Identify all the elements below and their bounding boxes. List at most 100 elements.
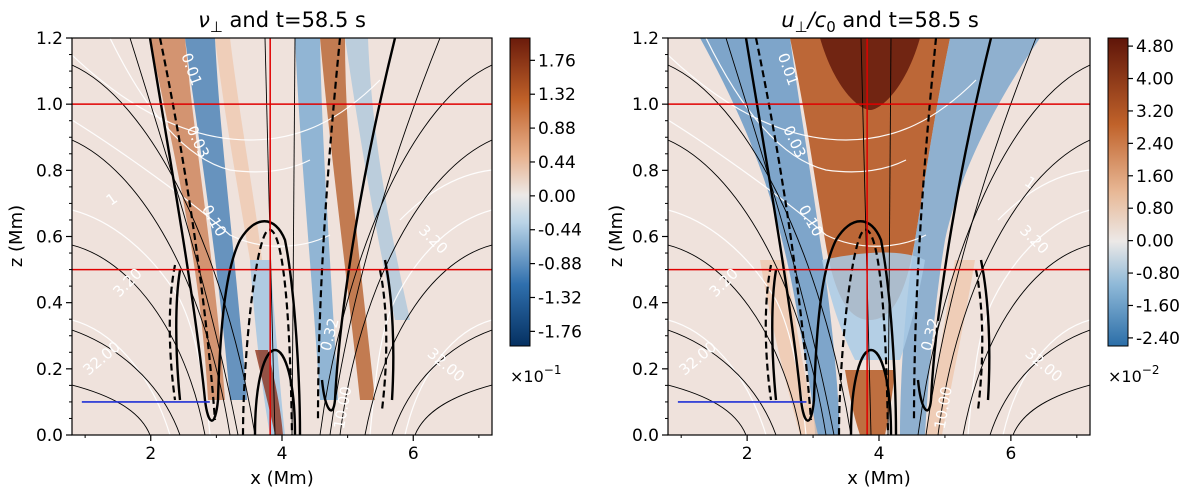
contour: [72, 319, 171, 435]
panel-2-colorbar-tick-label: 4.80: [1136, 37, 1174, 57]
field-line: [129, 38, 239, 435]
panel-2-right-pale-band: [925, 260, 975, 435]
panel-2-colorbar-tick-label: -2.40: [1136, 329, 1180, 349]
field-line: [668, 244, 802, 435]
field-line: [72, 329, 181, 435]
field-line: [989, 329, 1090, 435]
dashed-contour: [974, 269, 984, 411]
dashed-contour: [764, 264, 773, 401]
panel-1-colorbar-tick-label: 0.00: [538, 187, 576, 207]
panel-1-x-tick-label: 6: [408, 444, 419, 464]
contour: [705, 38, 907, 173]
panel-2-title: u⊥/c0 and t=58.5 s: [781, 8, 979, 36]
panel-2-colorbar-tick-label: -1.60: [1136, 296, 1180, 316]
panel-1-y-tick-label: 1.0: [36, 95, 63, 115]
panel-1-density-contours: [72, 38, 492, 435]
field-line: [72, 64, 256, 435]
panel-1-x-tick-label: 4: [277, 444, 288, 464]
contour: [369, 209, 492, 435]
field-line: [668, 384, 747, 435]
panel-1-thick-contours: [148, 38, 397, 435]
thick-contour: [148, 38, 302, 435]
panel-1-colorbar-tick-label: -0.44: [538, 221, 582, 241]
contour: [1002, 319, 1090, 435]
thick-contour: [320, 38, 397, 412]
panel-2: u⊥/c0 and t=58.5 s: [606, 8, 1180, 489]
thick-contour: [383, 259, 395, 401]
field-line: [364, 244, 492, 435]
thick-contour: [849, 348, 893, 435]
contour: [967, 209, 1090, 435]
panel-1-colorbar-tick-label: -0.88: [538, 255, 582, 275]
field-line: [339, 139, 492, 435]
thick-contour: [744, 38, 898, 435]
dashed-contour: [241, 228, 294, 435]
dashed-contour: [316, 38, 342, 421]
panel-1-title: ν⊥ and t=58.5 s: [198, 8, 366, 36]
panel-1-left-brown-band: [150, 38, 225, 400]
dashed-contour: [837, 228, 890, 435]
panel-2-colorbar-tick-label: 2.40: [1136, 134, 1174, 154]
field-line: [72, 384, 151, 435]
panel-2-dark-top: [820, 38, 920, 110]
panel-2-left-pale-band: [760, 260, 818, 435]
panel-1-colorbar-ticks: 1.76 1.32 0.88 0.44 0.00 -0.44 -0.88 -1.32 -1.76: [530, 51, 582, 342]
contour: [404, 319, 492, 435]
contour: [668, 54, 977, 141]
panel-1-left-blue-band: [185, 38, 247, 400]
dashed-contour: [168, 264, 177, 401]
dashed-contour: [754, 38, 813, 421]
panel-2-central-brown-plume: [790, 38, 950, 320]
panel-1-colorbar-tick-label: -1.76: [538, 322, 582, 342]
panel-2-y-tick-label: 0.8: [632, 161, 659, 181]
panel-1-colorbar-tick-label: 0.88: [538, 119, 576, 139]
thick-contour: [253, 348, 297, 435]
panel-1-axes: 2 4 6 0.0 0.2 0.4 0.6 0.8 1.0 1.2: [36, 29, 480, 464]
panel-2-x-tick-label: 4: [874, 444, 885, 464]
contour: [109, 38, 311, 173]
thick-contour: [916, 38, 993, 412]
panel-1-right-blue-band: [295, 38, 338, 400]
field-line: [917, 64, 1090, 435]
panel-2-right-blue-band: [900, 38, 1040, 435]
panel-2-lower-pale-blue: [822, 252, 925, 360]
panel-1-colorbar-multiplier: ×10−1: [510, 363, 561, 386]
panel-1-colorbar-tick-label: 0.44: [538, 153, 576, 173]
panel-1-right-brown-band: [320, 38, 375, 400]
contour: [72, 119, 331, 247]
panel-2-left-blue-band: [700, 38, 840, 435]
field-line: [72, 244, 206, 435]
panel-2-colorbar-ticks: 4.80 4.00 3.20 2.40 1.60 0.80 0.00 -0.80 -1.60 -2…: [1128, 37, 1180, 349]
panel-2-colorbar-multiplier: ×10−2: [1108, 363, 1159, 386]
panel-2-axes: 2 4 6 0.0 0.2 0.4 0.6 0.8 1.0 1.2: [632, 29, 1078, 464]
field-line: [414, 384, 492, 435]
thick-contour: [175, 269, 182, 401]
panel-1: ν⊥ and t=58.5 s: [6, 8, 582, 489]
panel-2-y-tick-label: 0.6: [632, 228, 659, 248]
panel-2-colorbar-tick-label: 0.00: [1136, 232, 1174, 252]
panel-2-overlays: [668, 38, 1090, 435]
panel-2-thick-contours: [744, 38, 993, 435]
contour: [668, 119, 927, 247]
panel-1-left-pale-band: [215, 38, 262, 260]
panel-1-y-tick-label: 1.2: [36, 29, 63, 49]
panel-2-colorbar-tick-label: 0.80: [1136, 199, 1174, 219]
field-line: [319, 64, 492, 435]
panel-2-colorbar-tick-label: 1.60: [1136, 167, 1174, 187]
panel-1-y-tick-label: 0.4: [36, 294, 63, 314]
dashed-contour: [912, 38, 938, 421]
panel-1-x-tick-label: 2: [145, 444, 156, 464]
panel-2-x-tick-label: 2: [742, 444, 753, 464]
contour: [997, 169, 1090, 221]
panel-2-y-tick-label: 1.0: [632, 95, 659, 115]
panel-2-colorbar-tick-label: -0.80: [1136, 264, 1180, 284]
panel-1-y-label: z (Mm): [6, 205, 27, 267]
dashed-contour: [378, 269, 388, 411]
panel-1-dashed-contours: [158, 38, 388, 435]
panel-1-colorbar: [509, 37, 531, 347]
panel-2-colorbar: [1107, 37, 1129, 347]
panel-2-density-contours: [668, 38, 1090, 435]
panel-1-y-tick-label: 0.0: [36, 426, 63, 446]
